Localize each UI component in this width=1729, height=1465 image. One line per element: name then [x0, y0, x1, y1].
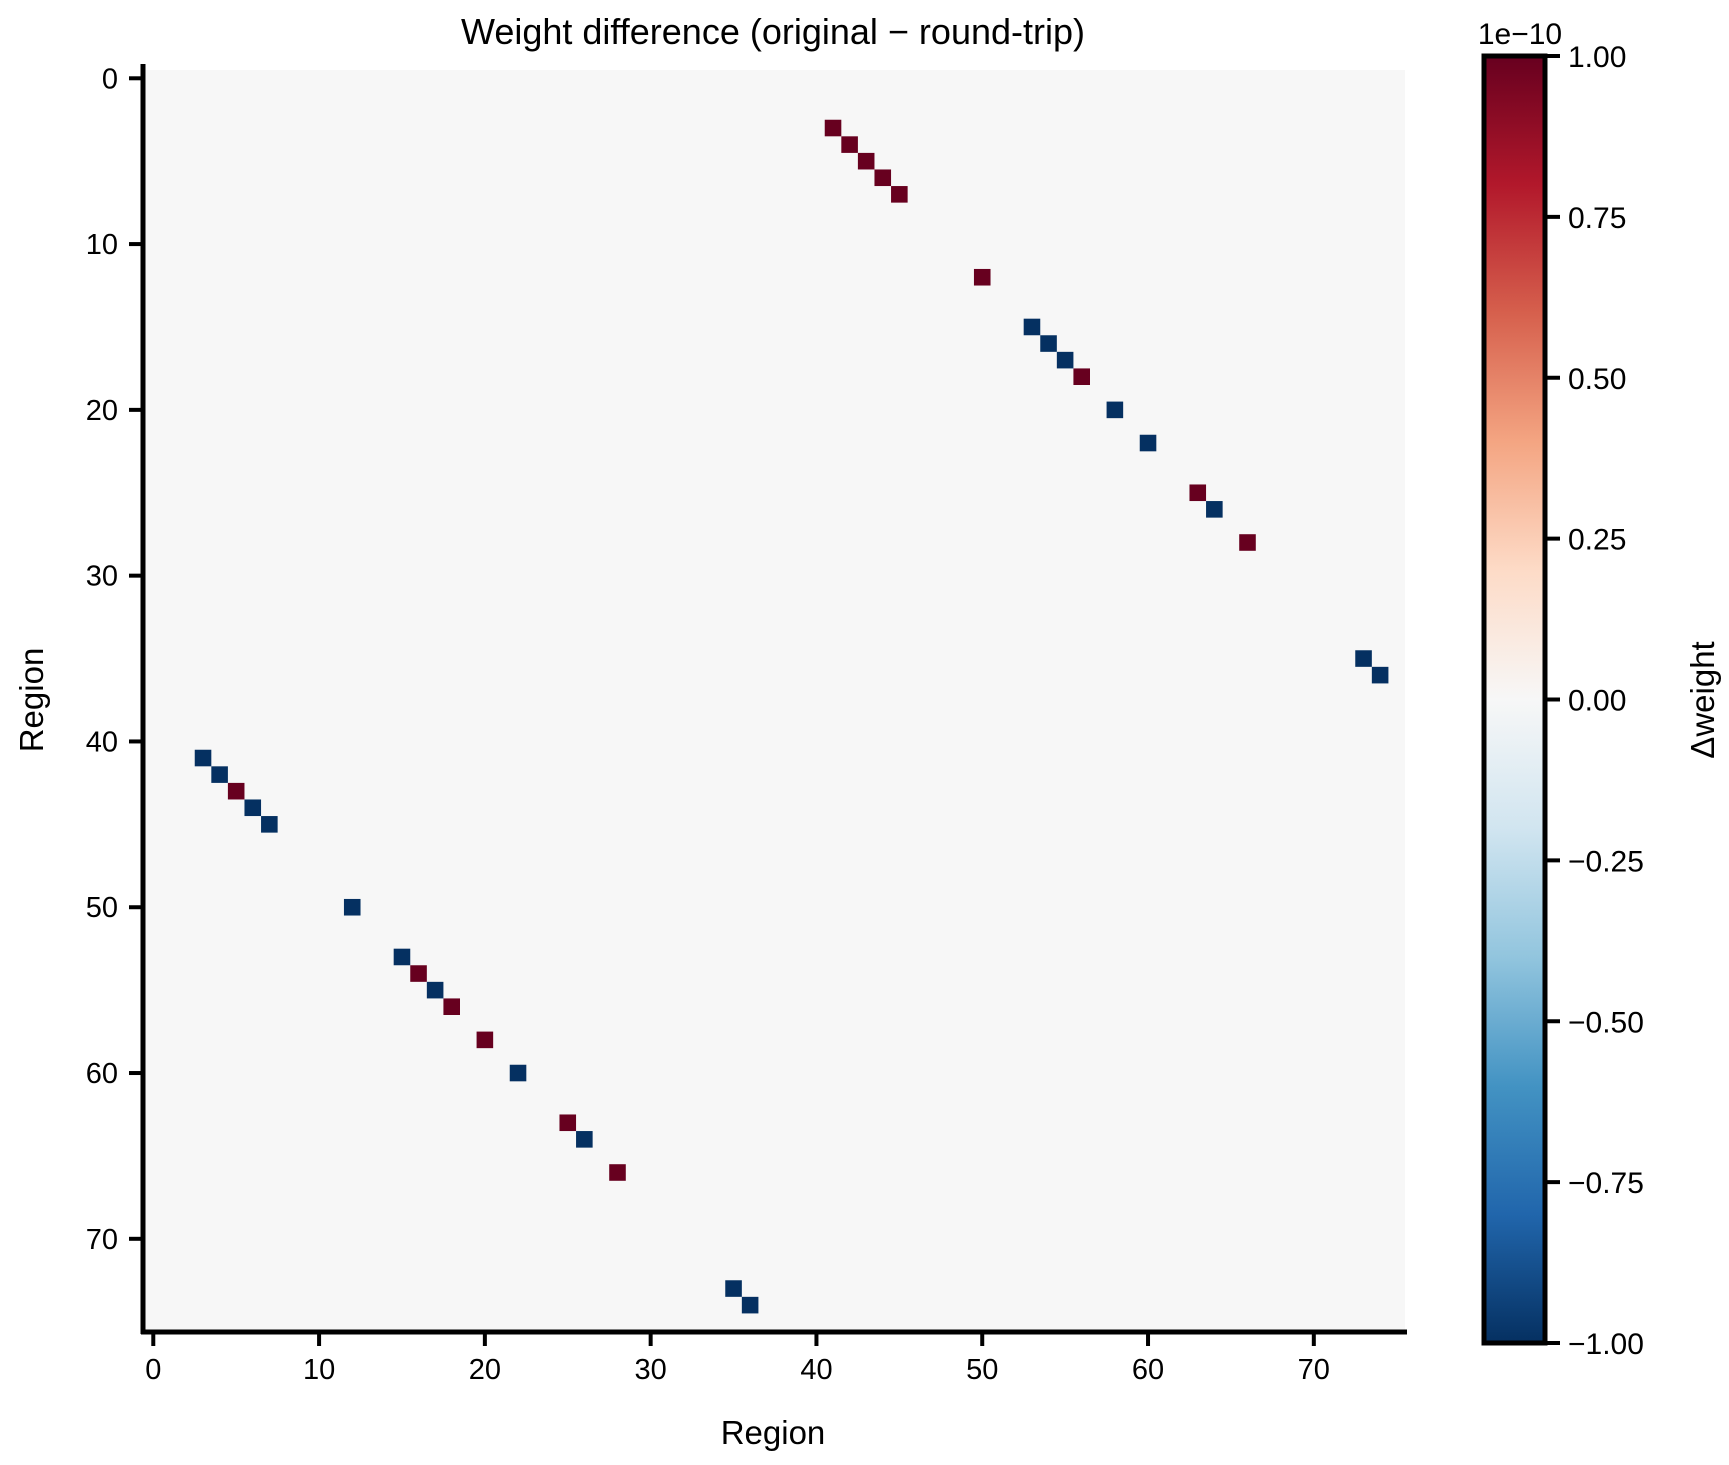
heatmap-cell [857, 152, 875, 170]
colorbar-tick-label: −0.50 [1568, 1006, 1644, 1039]
colorbar-tick-label: −0.25 [1568, 845, 1644, 878]
heatmap-cell [1139, 434, 1157, 452]
heatmap-cell [410, 965, 427, 982]
heatmap-cell [576, 1131, 593, 1148]
y-tick-label: 20 [86, 395, 118, 427]
heatmap-cell [973, 268, 991, 286]
axes: 0 10 20 30 40 50 60 70 0 10 20 30 40 50 60 70 [86, 63, 1407, 1386]
x-tick-label: 0 [145, 1354, 161, 1386]
heatmap-cell [1206, 501, 1223, 518]
heatmap-cell [1040, 335, 1057, 352]
heatmap-cell [841, 136, 858, 153]
heatmap-cell [1371, 666, 1389, 684]
colorbar-gradient [1481, 53, 1548, 1346]
colorbar-tick-label: −1.00 [1568, 1328, 1644, 1361]
heatmap-cell [509, 1064, 527, 1082]
heatmap-cell [1355, 650, 1372, 667]
colorbar-tick-label: 0.75 [1568, 202, 1626, 235]
heatmap-cell [891, 186, 908, 203]
x-tick-label: 70 [1298, 1354, 1330, 1386]
heatmap-cell [1023, 318, 1041, 336]
y-tick-label: 60 [86, 1058, 118, 1090]
heatmap-cell [211, 766, 228, 783]
heatmap-cell [194, 749, 212, 767]
heatmap-cell [874, 169, 892, 187]
heatmap-cells [194, 119, 1389, 1314]
heatmap-cell [824, 119, 842, 137]
colorbar-tick-label: 0.50 [1568, 363, 1626, 396]
heatmap-cell [393, 948, 411, 966]
y-tick-label: 0 [102, 63, 118, 95]
x-axis-label: Region [721, 1414, 826, 1451]
colorbar-ticks: −1.00 −0.75 −0.50 −0.25 0.00 0.25 0.50 0.75 1.00 [1545, 41, 1644, 1361]
heatmap-cell [426, 981, 444, 999]
plot-area [145, 70, 1405, 1330]
y-tick-label: 30 [86, 561, 118, 593]
y-axis-label: Region [13, 648, 50, 753]
colorbar: −1.00 −0.75 −0.50 −0.25 0.00 0.25 0.50 0.75 1.00… [1478, 18, 1721, 1361]
heatmap-cell [443, 998, 460, 1015]
y-tick-label: 10 [86, 229, 118, 261]
y-tick-label: 50 [86, 892, 118, 924]
x-tick-label: 20 [469, 1354, 501, 1386]
heatmap-cell [476, 1031, 494, 1049]
x-tick-label: 10 [303, 1354, 335, 1386]
colorbar-tick-label: 0.25 [1568, 524, 1626, 557]
x-tick-label: 40 [800, 1354, 832, 1386]
colorbar-offset-text: 1e−10 [1478, 18, 1562, 51]
heatmap-cell [227, 782, 245, 800]
heatmap-background [145, 70, 1405, 1330]
heatmap-cell [741, 1296, 759, 1314]
x-tick-label: 30 [635, 1354, 667, 1386]
colorbar-tick-label: 1.00 [1568, 41, 1626, 74]
y-tick-label: 70 [86, 1224, 118, 1256]
colorbar-tick-label: −0.75 [1568, 1167, 1644, 1200]
colorbar-label: Δweight [1684, 641, 1721, 758]
chart-title: Weight difference (original − round-trip… [461, 11, 1085, 52]
heatmap-cell [261, 816, 278, 833]
heatmap-cell [343, 898, 361, 916]
heatmap-cell [1189, 484, 1207, 502]
colorbar-tick-label: 0.00 [1568, 685, 1626, 718]
heatmap-cell [244, 799, 262, 817]
heatmap-cell [609, 1164, 626, 1181]
heatmap-cell [1106, 401, 1124, 419]
heatmap-cell [1239, 534, 1256, 551]
heatmap-cell [1056, 351, 1074, 369]
heatmap-cell [559, 1114, 577, 1132]
y-tick-label: 40 [86, 726, 118, 758]
heatmap-cell [725, 1280, 742, 1297]
heatmap-cell [1073, 368, 1090, 385]
x-tick-label: 60 [1132, 1354, 1164, 1386]
x-tick-label: 50 [966, 1354, 998, 1386]
